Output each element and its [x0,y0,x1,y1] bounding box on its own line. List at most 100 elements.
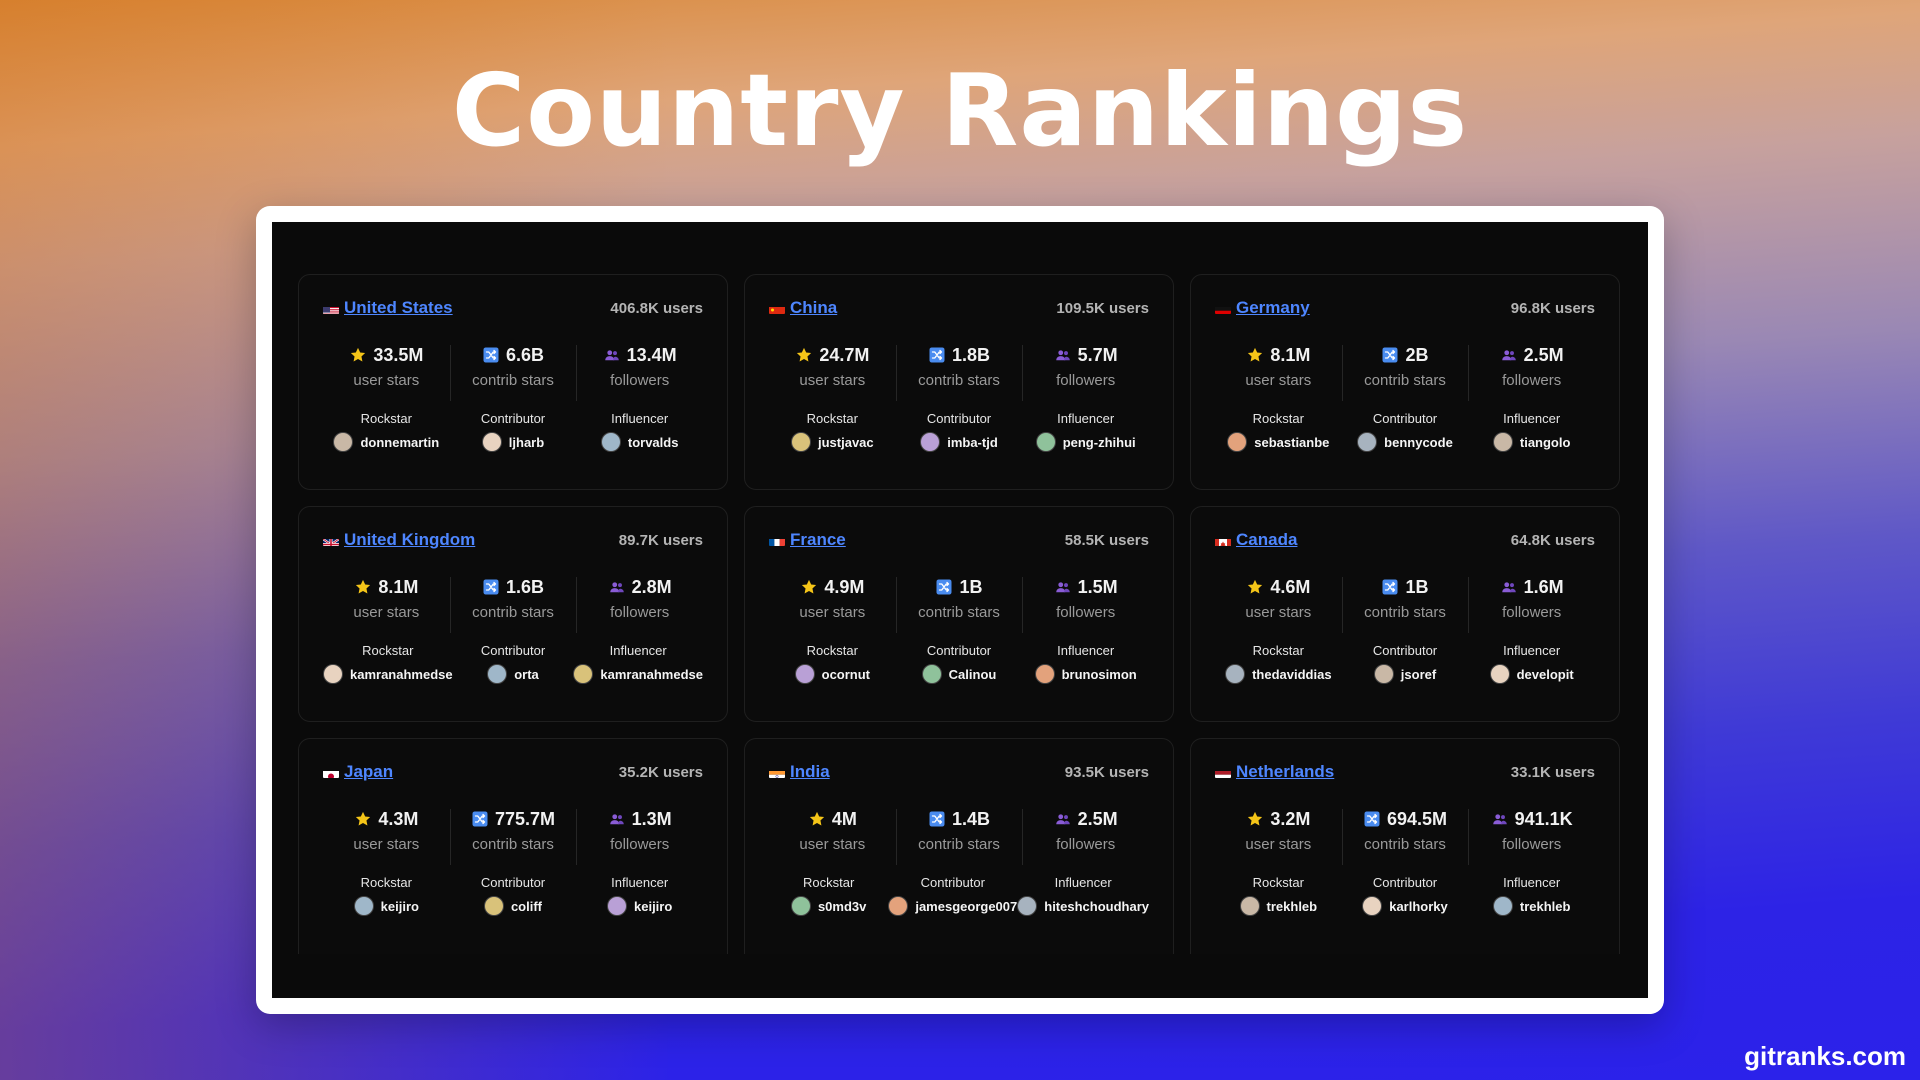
rockstar-user[interactable]: kamranahmedse [323,664,453,684]
influencer-user[interactable]: kamranahmedse [573,664,703,684]
contributor-user[interactable]: Calinou [896,664,1023,684]
contrib-stars-value: 1.4B [951,808,990,829]
rockstar: Rockstar s0md3v [769,875,888,916]
country-link[interactable]: Canada [1236,530,1298,549]
avatar [1373,664,1394,684]
users-count: 35.2K users [618,763,703,781]
country-link[interactable]: France [790,530,846,549]
rockstar-user[interactable]: ocornut [769,664,896,684]
influencer-user[interactable]: trekhleb [1468,896,1595,916]
rockstar-user[interactable]: keijiro [323,896,450,916]
contrib-stars-label: contrib stars [918,372,1000,389]
users-count: 64.8K users [1510,531,1595,549]
country-link[interactable]: India [790,762,830,781]
contributor: Contributor ljharb [450,411,577,452]
contributor-user[interactable]: jsoref [1342,664,1469,684]
influencer-name: torvalds [627,434,679,450]
contributor-user[interactable]: imba-tjd [896,432,1023,452]
users-count: 406.8K users [610,299,703,317]
rockstar: Rockstar donnemartin [323,411,450,452]
avatar [1227,432,1248,452]
contrib-stars-label: contrib stars [472,604,554,621]
rockstar-name: ocornut [821,666,871,682]
influencer-user[interactable]: tiangolo [1468,432,1595,452]
influencer-name: keijiro [634,898,673,914]
cn-flag-icon [769,303,785,314]
user-stars-value: 4M [831,808,857,829]
contrib-stars-label: contrib stars [1364,836,1446,853]
contrib-stars-stat: 1.6B contrib stars [449,575,577,633]
contributor-user[interactable]: coliff [450,896,577,916]
rockstar-name: donnemartin [360,434,440,450]
users-count: 93.5K users [1064,763,1149,781]
influencer-user[interactable]: torvalds [576,432,703,452]
star-icon [795,346,813,364]
contrib-stars-label: contrib stars [1364,372,1446,389]
people-icon [608,578,626,596]
influencer: Influencer kamranahmedse [573,643,703,684]
influencer-user[interactable]: keijiro [576,896,703,916]
rockstar-user[interactable]: s0md3v [769,896,888,916]
country-link[interactable]: Netherlands [1236,762,1335,781]
country-link[interactable]: United Kingdom [344,530,476,549]
nl-flag-icon [1215,767,1231,778]
contributor-user[interactable]: karlhorky [1342,896,1469,916]
rockstar-user[interactable]: thedaviddias [1215,664,1342,684]
star-icon [354,578,372,596]
influencer-role: Influencer [609,643,667,658]
avatar [487,664,508,684]
rockstar-user[interactable]: sebastianbe [1215,432,1342,452]
followers-stat: 5.7M followers [1022,343,1149,401]
rockstar-user[interactable]: donnemartin [323,432,450,452]
star-icon [1246,346,1264,364]
rockstar-role: Rockstar [1252,643,1304,658]
country-link[interactable]: United States [344,298,453,317]
contrib-stars-value: 1B [1405,576,1429,597]
influencer-name: tiangolo [1519,434,1571,450]
shuffle-icon [1363,810,1381,828]
rockstar: Rockstar justjavac [769,411,896,452]
contributor-name: jamesgeorge007 [915,898,1018,914]
people-icon [603,346,621,364]
user-stars-stat: 8.1M user stars [1215,343,1342,390]
contributor-name: karlhorky [1389,898,1448,914]
star-icon [808,810,826,828]
followers-label: followers [610,372,670,389]
users-count: 109.5K users [1056,299,1149,317]
contributor-user[interactable]: orta [453,664,574,684]
rockstar-user[interactable]: justjavac [769,432,896,452]
influencer: Influencer brunosimon [1022,643,1149,684]
star-icon [800,578,818,596]
avatar [791,432,811,452]
influencer-user[interactable]: brunosimon [1022,664,1149,684]
influencer-user[interactable]: peng-zhihui [1022,432,1149,452]
contributor-user[interactable]: jamesgeorge007 [888,896,1017,916]
contributor: Contributor orta [453,643,574,684]
avatar [888,896,909,916]
user-stars-stat: 4M user stars [769,807,896,854]
influencer-user[interactable]: hiteshchoudhary [1017,896,1149,916]
in-flag-icon [769,767,785,778]
followers-stat: 941.1K followers [1468,807,1595,865]
contributor-role: Contributor [920,875,985,890]
shuffle-icon [471,810,489,828]
user-stars-value: 3.2M [1270,808,1311,829]
country-link[interactable]: Japan [344,762,394,781]
contrib-stars-label: contrib stars [472,372,554,389]
contributor-user[interactable]: ljharb [450,432,577,452]
rockstar-user[interactable]: trekhleb [1215,896,1342,916]
rockstar-role: Rockstar [1252,411,1304,426]
country-card: United States 406.8K users 33.5M user st… [298,274,728,490]
contributor: Contributor Calinou [896,643,1023,684]
country-link[interactable]: Germany [1236,298,1310,317]
influencer-name: hiteshchoudhary [1044,898,1149,914]
country-card: India 93.5K users 4M user stars 1.4B con… [744,738,1174,954]
contributor-user[interactable]: bennycode [1342,432,1469,452]
user-stars-label: user stars [799,372,866,389]
country-link[interactable]: China [790,298,838,317]
rockstar: Rockstar trekhleb [1215,875,1342,916]
users-count: 89.7K users [618,531,703,549]
influencer: Influencer torvalds [576,411,703,452]
influencer-user[interactable]: developit [1468,664,1595,684]
contrib-stars-value: 694.5M [1386,808,1448,829]
